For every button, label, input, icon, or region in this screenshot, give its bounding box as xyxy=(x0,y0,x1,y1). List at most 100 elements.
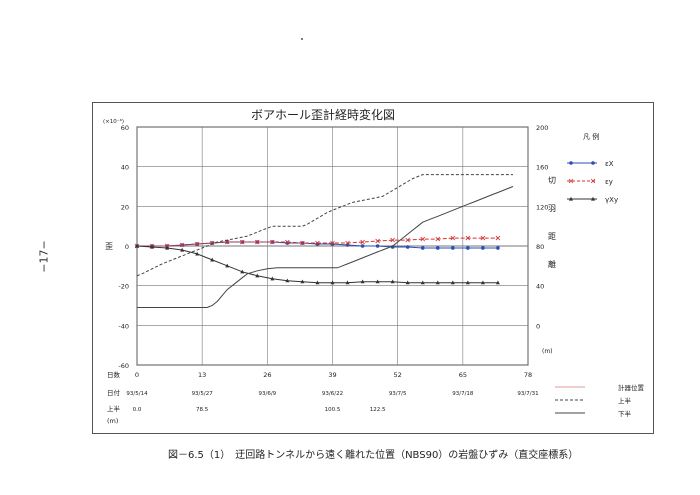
data-point xyxy=(180,247,185,252)
legend-marker xyxy=(590,178,596,184)
legend-bottom-label: 計器位置 xyxy=(618,383,645,392)
date-tick-label: 93/7/18 xyxy=(452,391,474,397)
legend-marker xyxy=(568,178,574,184)
left-axis-unit: (×10⁻⁶) xyxy=(103,118,124,125)
data-point xyxy=(345,280,350,285)
legend-label: γXy xyxy=(605,196,618,204)
legend-label: εy xyxy=(605,178,613,186)
data-point xyxy=(270,276,275,281)
day-tick-label: 52 xyxy=(394,371,402,379)
data-point xyxy=(435,236,441,242)
legend-marker xyxy=(569,196,573,201)
distance-tick-label: 0.0 xyxy=(133,407,142,413)
legend-title: 凡 例 xyxy=(583,132,599,141)
scan-dot xyxy=(301,38,303,40)
day-tick-label: 39 xyxy=(328,371,336,379)
data-point xyxy=(435,280,440,285)
data-point xyxy=(435,246,440,250)
data-point xyxy=(495,235,501,241)
data-point xyxy=(194,241,200,247)
day-tick-label: 0 xyxy=(135,371,139,379)
data-point xyxy=(480,280,485,285)
legend-bottom-label: 上半 xyxy=(618,396,632,405)
right-tick-label: 160 xyxy=(536,164,548,172)
series-line xyxy=(137,186,514,308)
data-point xyxy=(466,246,470,250)
day-tick-label: 26 xyxy=(263,371,271,379)
data-point xyxy=(496,246,500,250)
series-line xyxy=(136,245,498,284)
right-axis-label-char: 羽 xyxy=(548,204,556,213)
left-tick-label: -40 xyxy=(118,322,129,330)
date-tick-label: 93/6/22 xyxy=(322,391,343,397)
left-tick-label: 20 xyxy=(121,203,129,211)
data-point xyxy=(255,239,260,245)
row-label-days: 日数 xyxy=(107,370,121,379)
data-point xyxy=(405,280,410,285)
right-axis-label-char: 離 xyxy=(548,259,556,269)
figure-caption: 図－6.5（1） 迂回路トンネルから遠く離れた位置（NBS90）の岩盤ひずみ（直… xyxy=(168,450,579,461)
left-tick-label: -20 xyxy=(118,283,129,291)
legend-marker xyxy=(569,161,573,165)
data-point xyxy=(285,239,290,245)
data-point xyxy=(285,278,290,283)
row-label-upper: 上半 xyxy=(107,404,121,413)
data-point xyxy=(390,237,395,243)
distance-tick-label: 100.5 xyxy=(325,407,341,413)
data-point xyxy=(210,257,215,262)
row-label-unit: (m) xyxy=(107,417,118,425)
chart-svg: ボアホール歪計経時変化図 6040200-20-40-6020016012080… xyxy=(103,107,645,425)
date-tick-label: 93/5/14 xyxy=(126,391,148,397)
data-point xyxy=(135,243,139,248)
data-point xyxy=(330,280,335,285)
data-point xyxy=(315,240,320,246)
data-point xyxy=(165,245,170,250)
data-point xyxy=(239,239,245,245)
data-point xyxy=(225,263,230,268)
data-point xyxy=(179,242,185,248)
data-point xyxy=(360,244,365,248)
data-point xyxy=(300,240,305,246)
data-point xyxy=(240,269,245,274)
data-point xyxy=(465,280,470,285)
legend-label: εX xyxy=(605,160,614,168)
data-point xyxy=(451,246,455,250)
data-point xyxy=(330,240,335,246)
data-point xyxy=(481,246,485,250)
legend-bottom-label: 下半 xyxy=(618,409,632,418)
page-number: −17− xyxy=(37,240,51,273)
legend-marker xyxy=(591,196,595,201)
data-point xyxy=(195,251,200,256)
data-point xyxy=(375,238,380,244)
day-tick-label: 13 xyxy=(198,371,206,379)
data-point xyxy=(360,279,365,284)
right-axis-unit: (m) xyxy=(542,348,553,355)
date-tick-label: 93/7/5 xyxy=(389,391,407,397)
day-tick-label: 65 xyxy=(459,371,467,379)
data-point xyxy=(375,279,380,284)
right-tick-label: 80 xyxy=(536,243,544,251)
data-point xyxy=(480,235,486,241)
chart-title: ボアホール歪計経時変化図 xyxy=(251,107,395,122)
data-point xyxy=(390,279,395,284)
right-axis-label-char: 距 xyxy=(548,232,556,241)
chart-figure: ボアホール歪計経時変化図 60 40 20 0 -20 -40 -60 200 160 120 80… xyxy=(92,102,654,434)
data-point xyxy=(345,240,350,246)
distance-tick-label: 78.5 xyxy=(196,407,209,413)
data-point xyxy=(375,244,380,248)
left-tick-label: -60 xyxy=(118,362,129,370)
data-point xyxy=(255,273,260,278)
distance-tick-label: 122.5 xyxy=(370,407,386,413)
left-tick-label: 40 xyxy=(121,164,129,172)
series-layer xyxy=(134,174,514,308)
left-tick-label: 0 xyxy=(125,243,129,251)
right-axis-label-char: 切 xyxy=(548,176,556,185)
data-point xyxy=(405,245,410,249)
left-tick-label: 60 xyxy=(121,124,129,132)
series-line xyxy=(136,174,513,277)
data-point xyxy=(420,280,425,285)
data-point xyxy=(450,235,456,241)
data-point xyxy=(315,280,320,285)
right-tick-label: 40 xyxy=(536,283,544,291)
